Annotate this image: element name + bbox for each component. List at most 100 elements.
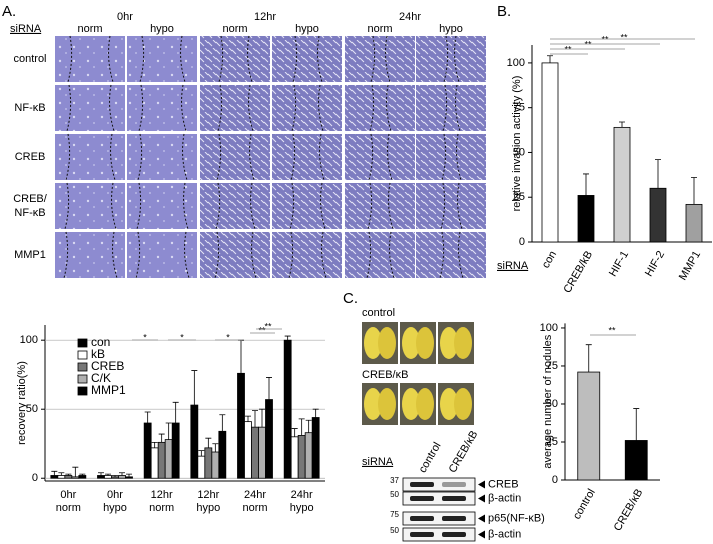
bar [143, 422, 152, 479]
error-bar [205, 437, 212, 448]
x-tick-label: 12hr [151, 489, 173, 501]
band-label: β-actin [488, 492, 521, 504]
y-tick-label: 75 [513, 102, 525, 114]
bar [57, 475, 66, 479]
mw-label: 50 [390, 526, 399, 535]
y-tick-label: 50 [26, 403, 38, 415]
bar [125, 476, 133, 479]
condition-label: norm [367, 23, 392, 35]
lung [454, 388, 472, 420]
bar [104, 475, 112, 479]
blot-band [410, 532, 434, 537]
x-tick-label: MMP1 [677, 249, 703, 283]
blot-strip [402, 511, 476, 526]
error-bar [158, 433, 165, 443]
error-bar [172, 401, 179, 424]
error-bar [691, 177, 697, 205]
bar [290, 436, 299, 479]
micrograph [200, 232, 270, 278]
lung [402, 388, 420, 420]
legend-label: CREB [91, 359, 124, 373]
error-bar [655, 159, 661, 189]
error-bar [144, 411, 151, 424]
bar [50, 475, 59, 479]
x-tick-label: CREB/kB [561, 249, 595, 295]
band-label: β-actin [488, 528, 521, 540]
x-tick-label: HIF-2 [643, 249, 667, 279]
error-bar [112, 475, 118, 477]
bar [624, 440, 648, 481]
significance: * [226, 332, 230, 342]
y-tick-label: 50 [546, 398, 558, 410]
x-tick-label: CREB/κB [612, 487, 646, 533]
significance: ** [608, 325, 616, 335]
bar [685, 203, 703, 243]
micrograph [127, 36, 197, 82]
bar [613, 126, 631, 243]
legend-label: C/K [91, 371, 111, 385]
x-tick-label: norm [149, 502, 174, 514]
error-bar [252, 410, 258, 428]
row-label: MMP1 [14, 249, 46, 261]
x-tick-label: hypo [196, 502, 220, 514]
micrograph [416, 183, 486, 229]
error-bar [305, 419, 312, 433]
y-tick-label: 100 [20, 334, 38, 346]
micrograph [55, 36, 125, 82]
error-bar [298, 418, 305, 436]
bar [190, 404, 199, 479]
error-bar [583, 173, 589, 196]
error-bar [259, 408, 265, 428]
bar [541, 62, 559, 243]
band-arrow [478, 480, 485, 489]
photo-label: CREB/κB [362, 369, 408, 381]
mw-label: 75 [390, 510, 399, 519]
x-tick-label: HIF-1 [607, 249, 631, 279]
error-bar [79, 473, 86, 476]
bar [197, 455, 206, 479]
band-arrow [478, 514, 485, 523]
error-bar [119, 472, 125, 476]
blot-band [410, 482, 434, 487]
mw-label: 37 [390, 476, 399, 485]
bar [150, 447, 159, 479]
error-bar [619, 121, 625, 128]
blot-band [442, 496, 466, 501]
legend-swatch [77, 350, 88, 360]
significance: ** [620, 32, 628, 42]
micrograph [55, 232, 125, 278]
sirna-label: siRNA [362, 456, 394, 468]
error-bar [585, 344, 592, 373]
micrograph [272, 85, 342, 131]
micrograph [345, 36, 415, 82]
micrograph [272, 36, 342, 82]
micrograph [200, 36, 270, 82]
y-tick-label: 100 [507, 57, 525, 69]
x-tick-label: 0hr [107, 489, 123, 501]
y-tick-label: 25 [546, 436, 558, 448]
significance: ** [258, 325, 266, 335]
panel-label: A. [2, 3, 16, 20]
error-bar [219, 414, 226, 432]
bar [211, 451, 220, 479]
lung [402, 327, 420, 359]
micrograph [55, 183, 125, 229]
micrograph [345, 134, 415, 180]
row-label: NF-κB [14, 207, 45, 219]
legend-label: MMP1 [91, 383, 126, 397]
bar [171, 422, 180, 479]
blot-band [442, 482, 466, 487]
blot-band [410, 496, 434, 501]
significance: ** [264, 321, 272, 331]
micrograph [200, 85, 270, 131]
error-bar [105, 473, 111, 476]
error-bar [291, 428, 298, 437]
y-tick-label: 50 [513, 146, 525, 158]
lung [440, 388, 458, 420]
condition-label: norm [222, 23, 247, 35]
time-label: 0hr [117, 11, 133, 23]
row-label: CREB [15, 151, 46, 163]
condition-label: hypo [295, 23, 319, 35]
bar [244, 421, 252, 479]
bar [218, 430, 227, 479]
